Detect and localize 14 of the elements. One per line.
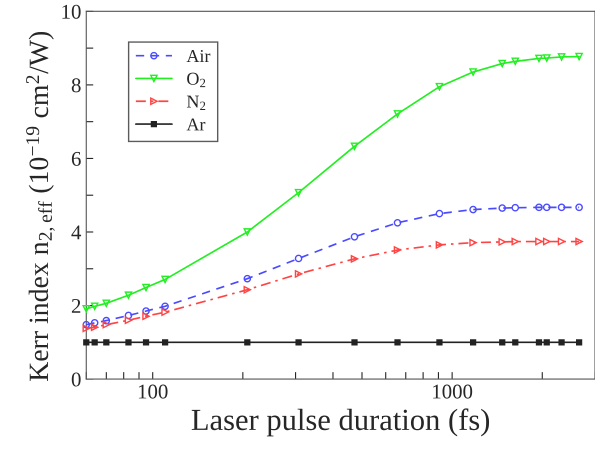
y-tick-label: 10 [62,4,81,19]
y-tick-label: 4 [71,226,82,240]
y-axis-title: Kerr index n$_{2,eff}$ (10$^{−19}$ cm$^{2}$/W) [26,32,55,382]
y-tick-label: 8 [72,78,81,92]
legend-label: N$_{2}$ [186,96,206,110]
x-tick-label: 1000 [433,384,472,399]
x-axis-title: Laser pulse duration (fs) [192,408,490,436]
legend-label: Air [186,50,210,62]
x-tick-label: 100 [138,384,168,399]
y-tick-label: 0 [72,372,81,387]
legend-label: Ar [186,118,206,130]
y-tick-label: 2 [72,298,80,313]
legend-label: O$_{2}$ [187,72,206,88]
y-tick-label: 6 [72,152,81,166]
